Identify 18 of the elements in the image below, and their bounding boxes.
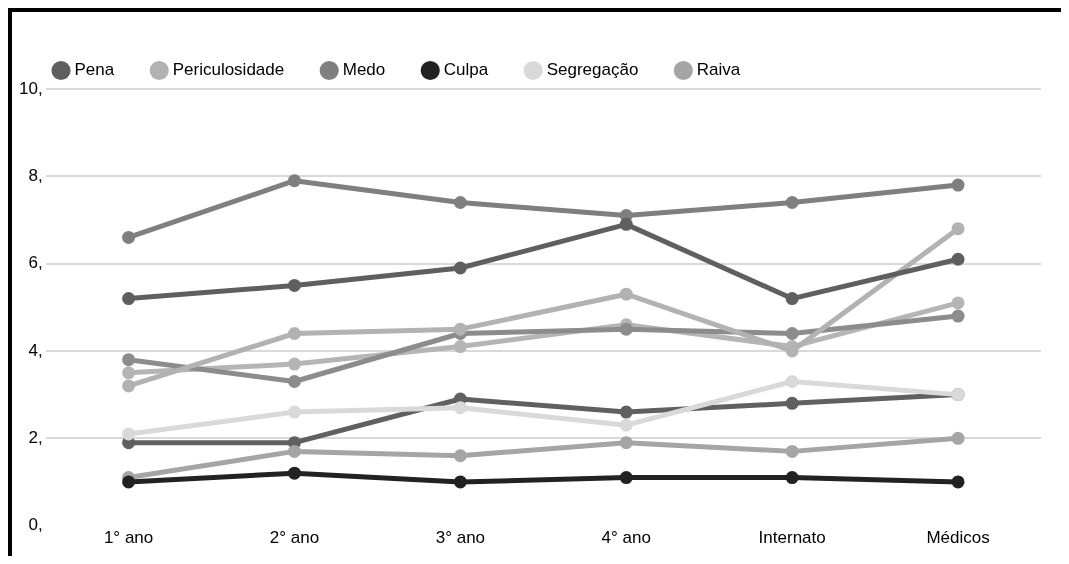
x-tick-label: Internato bbox=[758, 528, 826, 548]
y-tick-label: 2, bbox=[28, 427, 43, 447]
x-tick-label: 1° ano bbox=[103, 528, 154, 548]
y-tick-label: 6, bbox=[28, 253, 43, 273]
legend-label: Culpa bbox=[443, 60, 489, 80]
legend-label: Segregação bbox=[546, 60, 639, 80]
y-tick-label: 0, bbox=[28, 515, 43, 535]
y-tick-label: 10, bbox=[18, 78, 43, 98]
legend-label: Pena bbox=[74, 60, 115, 80]
legend-label: Periculosidade bbox=[172, 60, 285, 80]
legend-label: Raiva bbox=[696, 60, 741, 80]
y-tick-label: 4, bbox=[28, 340, 43, 360]
x-tick-label: 2° ano bbox=[269, 528, 320, 548]
legend-label: Medo bbox=[342, 60, 386, 80]
x-tick-label: 3° ano bbox=[435, 528, 486, 548]
x-tick-label: Médicos bbox=[926, 528, 990, 548]
x-tick-label: 4° ano bbox=[601, 528, 651, 548]
y-tick-label: 8, bbox=[28, 166, 43, 186]
